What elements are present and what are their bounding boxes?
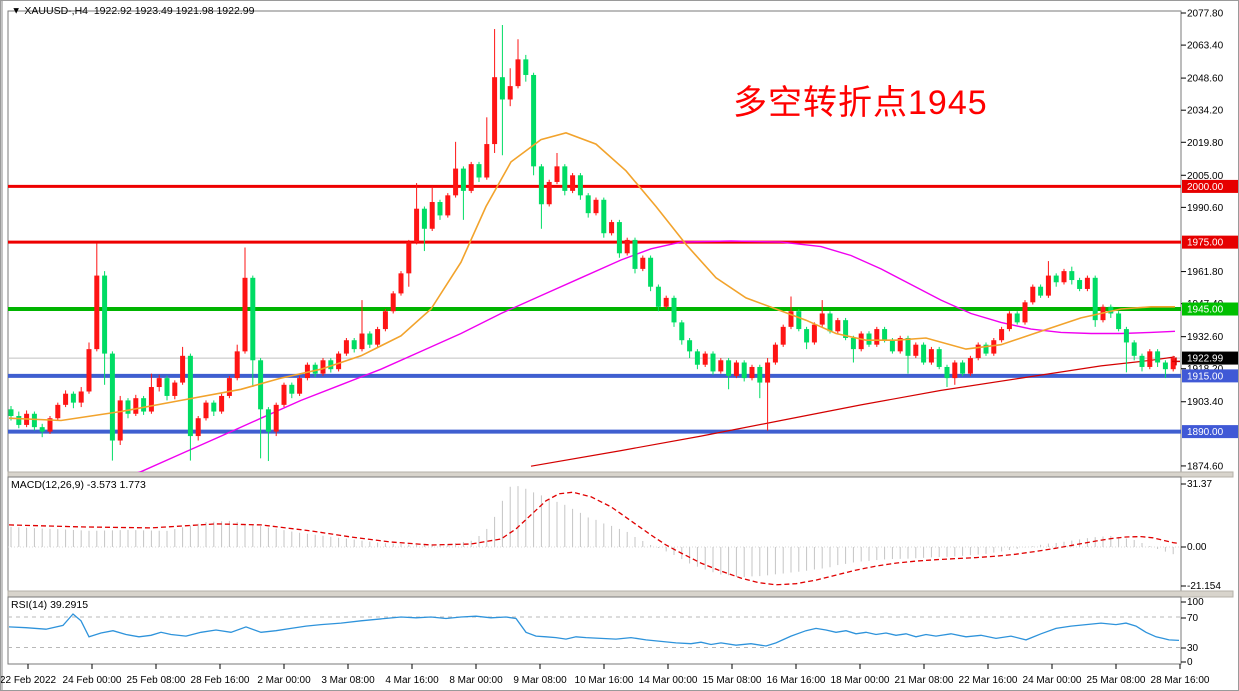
- macd-indicator[interactable]: [8, 486, 1181, 586]
- symbol-dropdown-icon[interactable]: ▼: [11, 5, 21, 17]
- svg-text:0.00: 0.00: [1187, 542, 1207, 553]
- macd-panel[interactable]: [7, 476, 1182, 592]
- svg-text:24 Feb 00:00: 24 Feb 00:00: [63, 675, 122, 686]
- svg-text:2005.00: 2005.00: [1187, 171, 1224, 182]
- svg-text:22 Mar 16:00: 22 Mar 16:00: [959, 675, 1018, 686]
- svg-text:1922.99: 1922.99: [1187, 354, 1224, 365]
- svg-text:1903.40: 1903.40: [1187, 397, 1224, 408]
- rsi-label: RSI(14) 39.2915: [11, 599, 89, 611]
- svg-text:1961.80: 1961.80: [1187, 267, 1224, 278]
- svg-text:9 Mar 08:00: 9 Mar 08:00: [513, 675, 567, 686]
- panel-separator-2[interactable]: [7, 590, 1234, 598]
- svg-text:30: 30: [1187, 643, 1199, 654]
- svg-text:16 Mar 16:00: 16 Mar 16:00: [767, 675, 826, 686]
- svg-text:24 Mar 00:00: 24 Mar 00:00: [1023, 675, 1082, 686]
- svg-text:1990.60: 1990.60: [1187, 203, 1224, 214]
- svg-text:18 Mar 00:00: 18 Mar 00:00: [831, 675, 890, 686]
- svg-text:28 Feb 16:00: 28 Feb 16:00: [191, 675, 250, 686]
- panel-separator-1[interactable]: [7, 471, 1234, 478]
- annotation-text: 多空转折点1945: [733, 84, 988, 122]
- time-axis[interactable]: 22 Feb 2022 24 Feb 00:00 25 Feb 08:00 28 Fe…: [1, 664, 1210, 686]
- svg-text:25 Mar 08:00: 25 Mar 08:00: [1087, 675, 1146, 686]
- svg-text:4 Mar 16:00: 4 Mar 16:00: [385, 675, 439, 686]
- rsi-indicator[interactable]: [8, 613, 1181, 648]
- svg-text:-21.154: -21.154: [1187, 581, 1221, 592]
- svg-text:14 Mar 00:00: 14 Mar 00:00: [639, 675, 698, 686]
- svg-text:31.37: 31.37: [1187, 479, 1212, 490]
- svg-text:15 Mar 08:00: 15 Mar 08:00: [703, 675, 762, 686]
- svg-text:0: 0: [1187, 657, 1193, 668]
- macd-axis[interactable]: 31.37 0.00 -21.154: [1181, 479, 1221, 592]
- rsi-panel[interactable]: [7, 596, 1182, 665]
- svg-text:100: 100: [1187, 597, 1204, 608]
- svg-text:2 Mar 00:00: 2 Mar 00:00: [257, 675, 311, 686]
- svg-text:2063.40: 2063.40: [1187, 41, 1224, 52]
- svg-text:70: 70: [1187, 613, 1199, 624]
- svg-text:28 Mar 16:00: 28 Mar 16:00: [1151, 675, 1210, 686]
- svg-text:1932.60: 1932.60: [1187, 332, 1224, 343]
- svg-text:22 Feb 2022: 22 Feb 2022: [1, 675, 57, 686]
- svg-text:1975.00: 1975.00: [1187, 238, 1224, 249]
- svg-text:21 Mar 08:00: 21 Mar 08:00: [895, 675, 954, 686]
- svg-text:1915.00: 1915.00: [1187, 371, 1224, 382]
- svg-text:3 Mar 08:00: 3 Mar 08:00: [321, 675, 375, 686]
- svg-text:1890.00: 1890.00: [1187, 427, 1224, 438]
- svg-text:2034.20: 2034.20: [1187, 106, 1224, 117]
- svg-text:2048.60: 2048.60: [1187, 74, 1224, 85]
- rsi-axis[interactable]: 100 70 30 0: [1181, 597, 1204, 668]
- svg-text:25 Feb 08:00: 25 Feb 08:00: [127, 675, 186, 686]
- main-chart-area[interactable]: [8, 25, 1181, 494]
- macd-label: MACD(12,26,9) -3.573 1.773: [11, 479, 146, 491]
- svg-text:2077.80: 2077.80: [1187, 9, 1224, 20]
- svg-text:1945.00: 1945.00: [1187, 305, 1224, 316]
- svg-text:8 Mar 00:00: 8 Mar 00:00: [449, 675, 503, 686]
- svg-text:2000.00: 2000.00: [1187, 182, 1224, 193]
- svg-text:2019.80: 2019.80: [1187, 138, 1224, 149]
- symbol-title: ▼ XAUUSD-,H4 1922.92 1923.49 1921.98 1922…: [11, 5, 255, 17]
- svg-text:10 Mar 16:00: 10 Mar 16:00: [575, 675, 634, 686]
- svg-text:1874.60: 1874.60: [1187, 461, 1224, 472]
- price-level-badges: 2000.00 1975.00 1945.00 1915.00 1890.00 1922.…: [1182, 179, 1238, 439]
- symbol-ohlc-text: XAUUSD-,H4 1922.92 1923.49 1921.98 1922.…: [24, 5, 255, 17]
